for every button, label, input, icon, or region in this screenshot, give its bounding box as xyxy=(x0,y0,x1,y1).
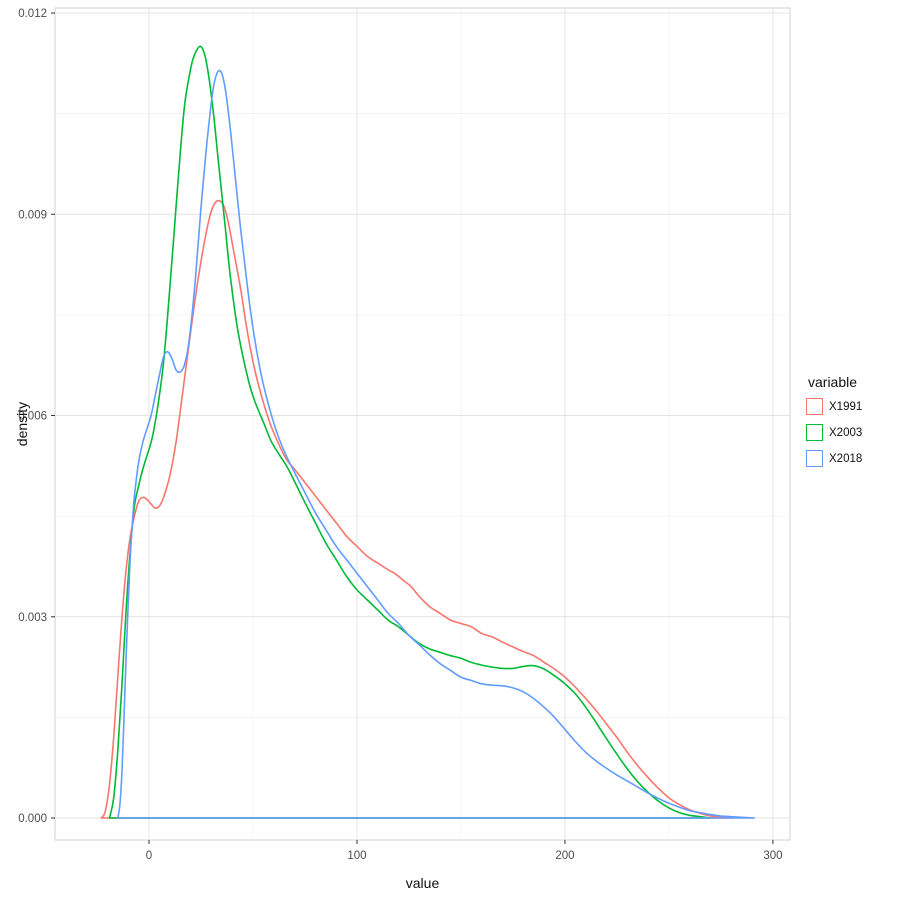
legend-key-x1991 xyxy=(806,398,823,415)
legend-label-x1991: X1991 xyxy=(829,400,863,413)
legend-title: variable xyxy=(808,374,858,390)
y-tick-label: 0.012 xyxy=(18,8,47,20)
density-curve-x2003 xyxy=(108,45,712,819)
x-tick-label: 100 xyxy=(347,850,366,862)
y-tick-label: 0.000 xyxy=(18,813,47,825)
density-curve-x1991 xyxy=(100,199,733,819)
legend-item-x1991: X1991 xyxy=(806,398,862,415)
x-axis-title: value xyxy=(405,875,440,891)
legend-label-x2018: X2018 xyxy=(829,452,863,465)
legend: variable X1991 X2003 X2018 xyxy=(806,374,862,476)
y-tick-label: 0.009 xyxy=(18,209,47,221)
legend-key-x2003 xyxy=(806,424,823,441)
y-tick-label: 0.006 xyxy=(18,411,47,423)
y-tick-label: 0.003 xyxy=(18,612,47,624)
x-tick-label: 0 xyxy=(146,850,152,862)
legend-item-x2003: X2003 xyxy=(806,424,862,441)
density-curve-x2018 xyxy=(117,69,755,819)
y-axis-title: density xyxy=(14,401,30,447)
plot-panel xyxy=(54,7,791,841)
legend-label-x2003: X2003 xyxy=(829,426,863,439)
legend-item-x2018: X2018 xyxy=(806,450,862,467)
legend-key-x2018 xyxy=(806,450,823,467)
x-tick-label: 200 xyxy=(555,850,574,862)
x-tick-label: 300 xyxy=(763,850,782,862)
